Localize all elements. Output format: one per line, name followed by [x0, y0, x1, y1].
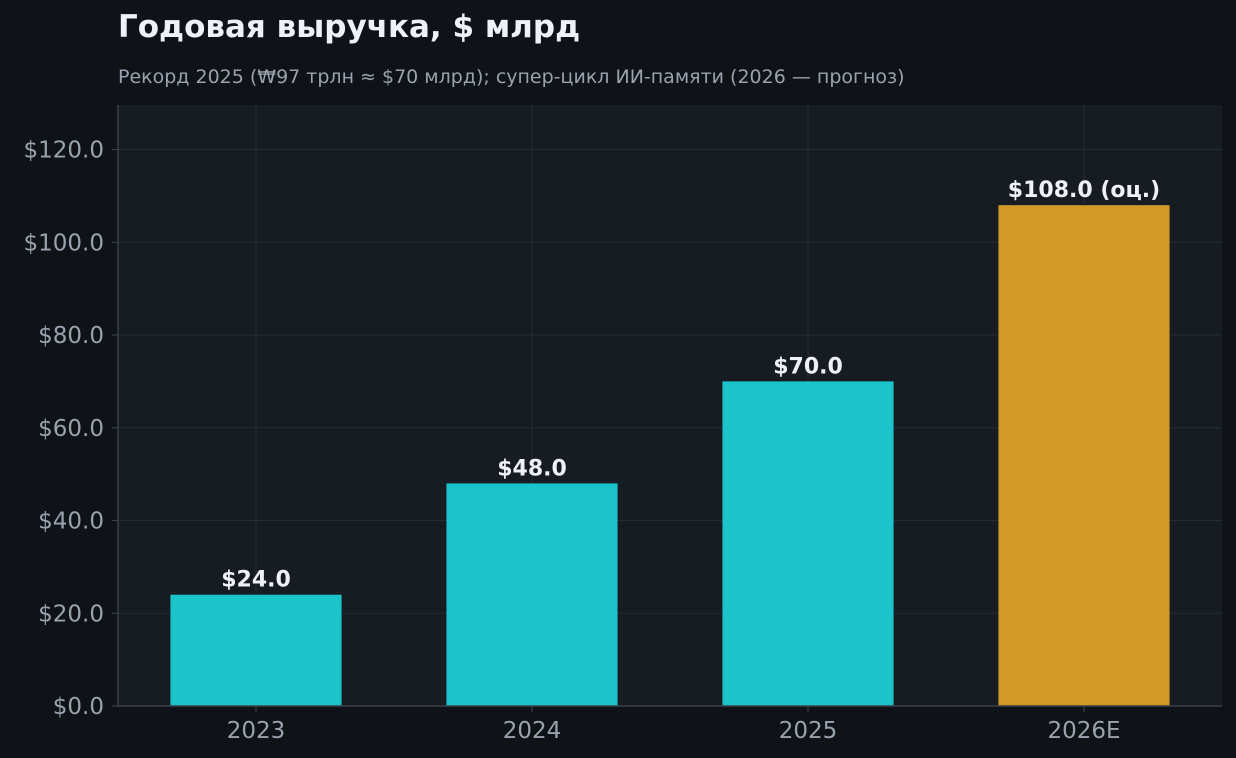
labels: $0.0 $20.0 $40.0 $60.0 $80.0 $100.0 $120.0 $24.… [24, 138, 1161, 744]
axes [112, 105, 1222, 712]
y-tick-label: $0.0 [53, 694, 104, 720]
x-tick-label: 2025 [779, 718, 838, 744]
y-tick-label: $40.0 [38, 509, 104, 535]
x-tick-label: 2023 [227, 718, 286, 744]
chart-title: Годовая выручка, $ млрд [118, 9, 581, 45]
bar-value-label: $48.0 [497, 456, 567, 481]
bar-2024 [446, 483, 618, 706]
bar-2023 [170, 594, 342, 706]
y-tick-label: $100.0 [24, 230, 104, 256]
chart-subtitle: Рекорд 2025 (₩97 трлн ≈ $70 млрд); супер… [118, 66, 905, 88]
bar-value-label: $108.0 (оц.) [1008, 178, 1160, 203]
bar-value-label: $70.0 [773, 354, 843, 379]
bar-value-label: $24.0 [221, 568, 291, 593]
bars [170, 205, 1170, 706]
y-tick-label: $120.0 [24, 138, 104, 164]
x-tick-label: 2024 [503, 718, 562, 744]
y-tick-label: $80.0 [38, 323, 104, 349]
y-tick-label: $20.0 [38, 601, 104, 627]
bar-2025 [722, 381, 894, 706]
bar-2026e [998, 205, 1170, 706]
x-tick-label: 2026E [1047, 718, 1120, 744]
y-tick-label: $60.0 [38, 416, 104, 442]
